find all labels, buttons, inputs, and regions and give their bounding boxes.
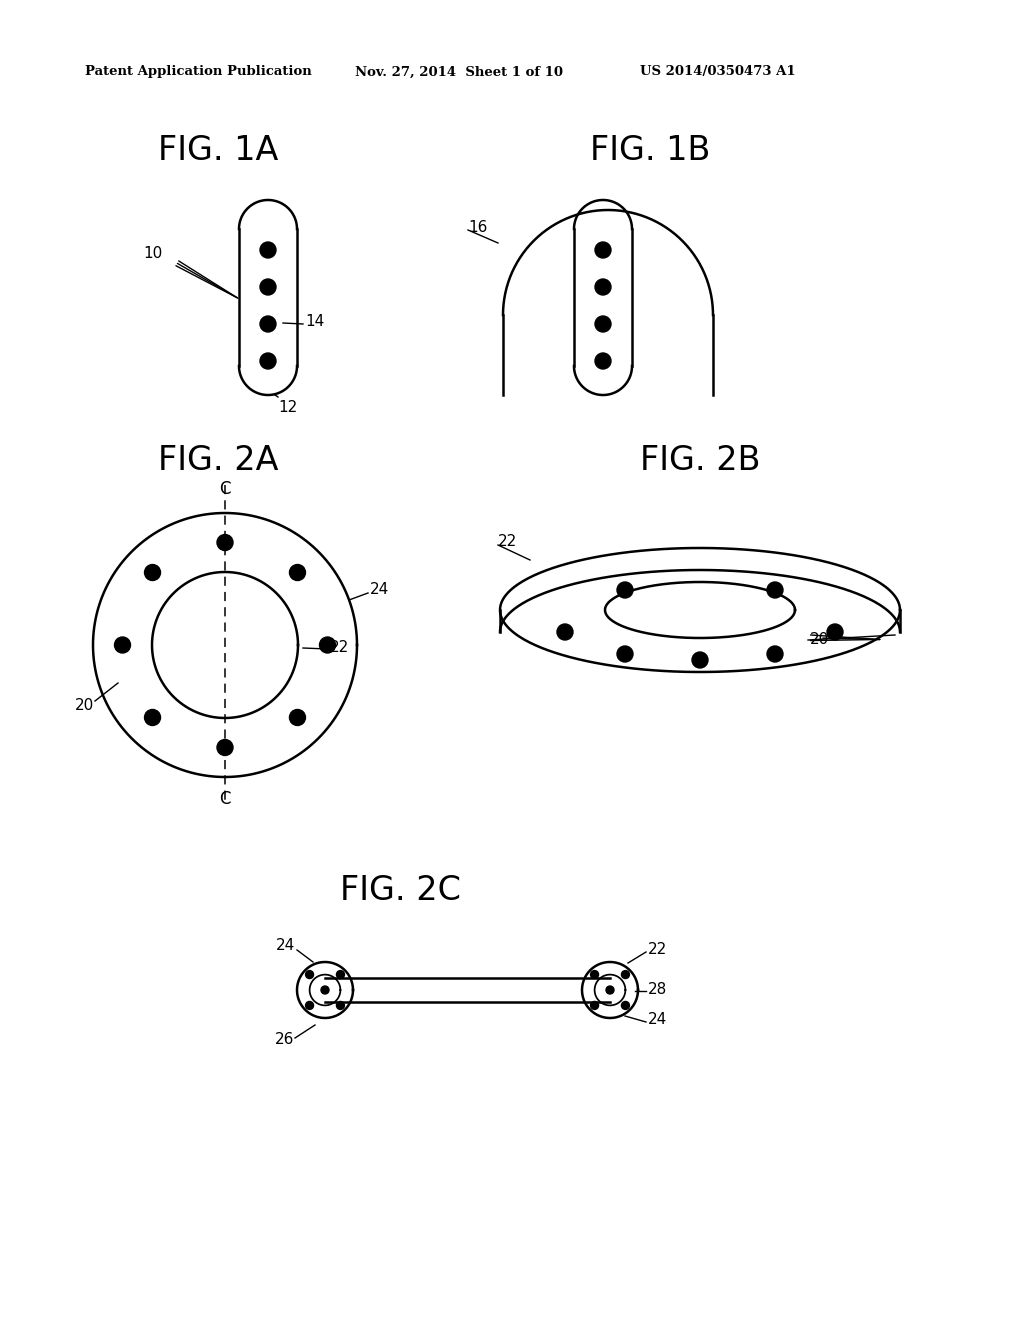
Circle shape (767, 645, 783, 663)
Circle shape (617, 645, 633, 663)
Circle shape (321, 986, 329, 994)
Circle shape (595, 242, 611, 257)
Text: 14: 14 (305, 314, 325, 330)
Text: 28: 28 (648, 982, 668, 998)
Circle shape (622, 970, 630, 978)
Text: 20: 20 (810, 632, 829, 648)
Text: 24: 24 (275, 939, 295, 953)
Circle shape (827, 624, 843, 640)
Circle shape (617, 582, 633, 598)
Circle shape (337, 970, 344, 978)
Text: 22: 22 (648, 942, 668, 957)
Text: Patent Application Publication: Patent Application Publication (85, 66, 311, 78)
Circle shape (595, 352, 611, 370)
Text: FIG. 1A: FIG. 1A (158, 133, 279, 166)
Text: FIG. 2B: FIG. 2B (640, 444, 760, 477)
Text: C: C (219, 789, 230, 808)
Text: FIG. 2C: FIG. 2C (340, 874, 461, 907)
Circle shape (144, 709, 161, 726)
Text: 10: 10 (143, 246, 162, 260)
Circle shape (144, 565, 161, 581)
Text: 16: 16 (468, 220, 487, 235)
Text: 22: 22 (330, 640, 349, 656)
Text: 24: 24 (370, 582, 389, 598)
Circle shape (622, 1002, 630, 1010)
Circle shape (692, 652, 708, 668)
Circle shape (217, 739, 233, 755)
Text: 22: 22 (498, 535, 517, 549)
Circle shape (260, 279, 276, 294)
Text: US 2014/0350473 A1: US 2014/0350473 A1 (640, 66, 796, 78)
Circle shape (290, 565, 305, 581)
Circle shape (260, 242, 276, 257)
Text: FIG. 2A: FIG. 2A (158, 444, 279, 477)
Text: 26: 26 (275, 1032, 294, 1048)
Circle shape (319, 638, 336, 653)
Circle shape (767, 582, 783, 598)
Circle shape (606, 986, 614, 994)
Text: 20: 20 (75, 697, 94, 713)
Circle shape (260, 315, 276, 333)
Text: 12: 12 (278, 400, 297, 414)
Text: 24: 24 (648, 1012, 668, 1027)
Circle shape (337, 1002, 344, 1010)
Text: C: C (219, 480, 230, 498)
Circle shape (595, 279, 611, 294)
Text: Nov. 27, 2014  Sheet 1 of 10: Nov. 27, 2014 Sheet 1 of 10 (355, 66, 563, 78)
Circle shape (591, 970, 599, 978)
Circle shape (595, 315, 611, 333)
Circle shape (115, 638, 130, 653)
Circle shape (557, 624, 573, 640)
Text: FIG. 1B: FIG. 1B (590, 133, 711, 166)
Circle shape (290, 709, 305, 726)
Circle shape (217, 535, 233, 550)
Circle shape (260, 352, 276, 370)
Circle shape (305, 1002, 313, 1010)
Circle shape (305, 970, 313, 978)
Circle shape (591, 1002, 599, 1010)
